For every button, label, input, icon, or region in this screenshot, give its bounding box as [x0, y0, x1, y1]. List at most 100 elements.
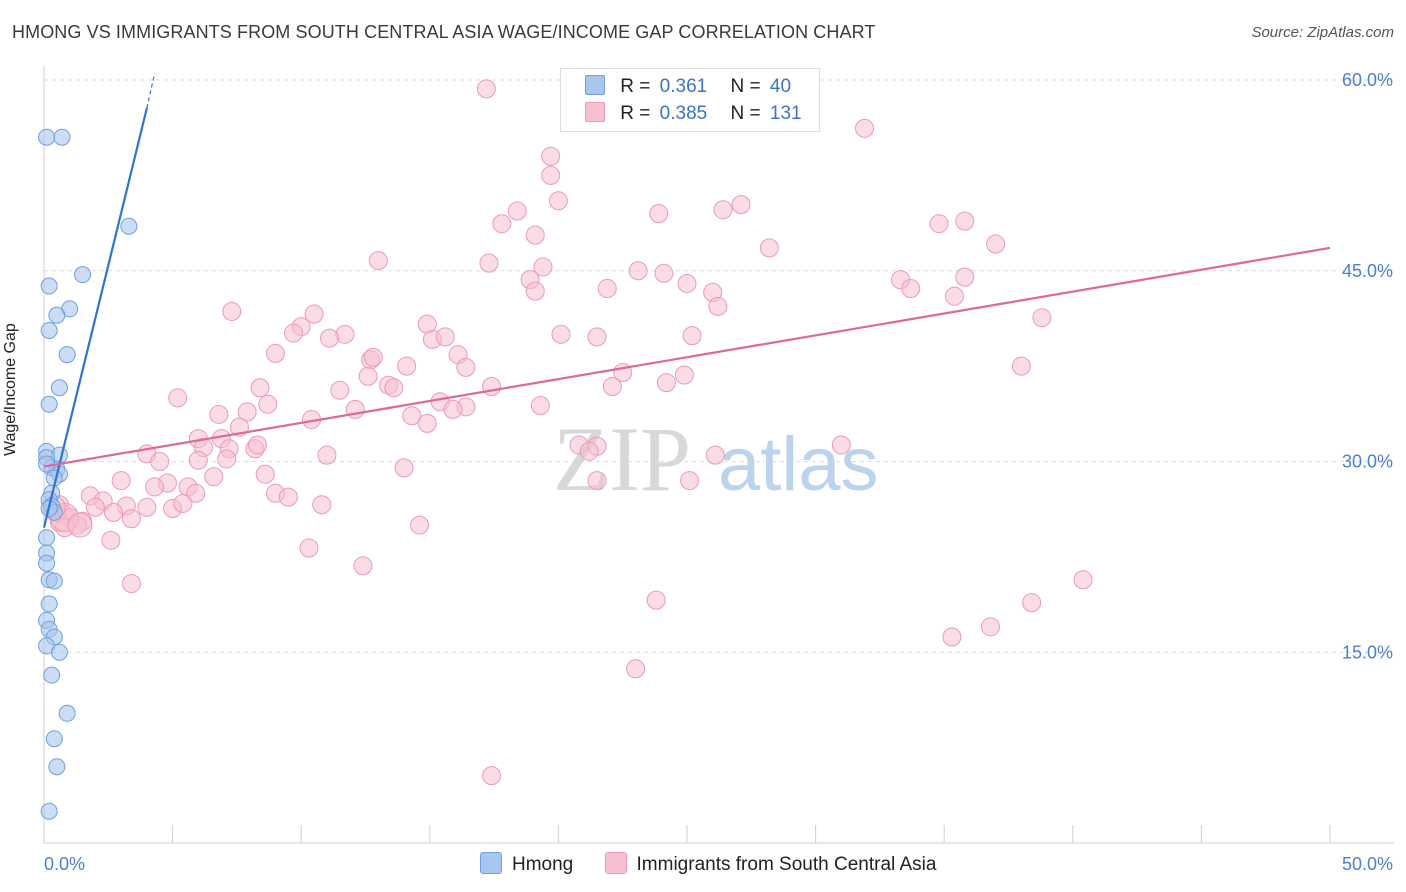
point-immigrants	[708, 296, 728, 316]
point-immigrants	[482, 766, 502, 786]
point-hmong	[38, 554, 56, 572]
point-immigrants	[654, 263, 674, 283]
point-immigrants	[397, 356, 417, 376]
point-immigrants	[317, 445, 337, 465]
point-immigrants	[283, 323, 303, 343]
point-immigrants	[587, 471, 607, 491]
point-hmong	[45, 730, 63, 748]
point-immigrants	[1011, 356, 1031, 376]
watermark-atlas: atlas	[718, 422, 879, 507]
point-immigrants	[222, 301, 242, 321]
point-immigrants	[680, 471, 700, 491]
y-tick-label: 15.0%	[1342, 642, 1393, 662]
point-immigrants	[831, 435, 851, 455]
point-hmong	[53, 128, 71, 146]
point-immigrants	[250, 378, 270, 398]
x-tick-label-max: 50.0%	[1342, 854, 1393, 874]
point-immigrants	[168, 388, 188, 408]
point-immigrants	[525, 225, 545, 245]
point-immigrants	[646, 590, 666, 610]
point-immigrants	[402, 406, 422, 426]
trendline-hmong	[42, 107, 148, 528]
point-immigrants	[312, 495, 332, 515]
hmong-n-label: N =	[730, 76, 761, 97]
trendline-immigrants	[43, 246, 1331, 468]
point-immigrants	[759, 238, 779, 258]
legend-immigrants-swatch	[604, 852, 627, 874]
point-immigrants	[304, 304, 324, 324]
point-immigrants	[955, 211, 975, 231]
point-immigrants	[299, 538, 319, 558]
point-immigrants	[541, 165, 561, 185]
point-immigrants	[525, 281, 545, 301]
legend-item-immigrants: Immigrants from South Central Asia	[604, 852, 937, 876]
point-immigrants	[713, 200, 733, 220]
x-tick-label-min: 0.0%	[44, 854, 85, 874]
point-hmong	[50, 643, 68, 661]
point-immigrants	[705, 445, 725, 465]
point-hmong	[48, 758, 66, 776]
watermark-zip: ZIP	[553, 408, 691, 510]
point-hmong	[120, 217, 138, 235]
point-immigrants	[363, 347, 383, 367]
point-immigrants	[188, 450, 208, 470]
y-tick-label: 30.0%	[1342, 452, 1393, 472]
point-immigrants	[121, 509, 141, 529]
point-immigrants	[258, 394, 278, 414]
point-immigrants	[980, 617, 1000, 637]
point-hmong	[38, 128, 56, 146]
point-immigrants	[101, 530, 121, 550]
point-immigrants	[1032, 308, 1052, 328]
point-immigrants	[137, 497, 157, 517]
point-immigrants-cluster	[67, 512, 93, 538]
point-immigrants	[394, 458, 414, 478]
point-hmong	[40, 595, 58, 613]
point-immigrants	[649, 204, 669, 224]
legend-immigrants-label: Immigrants from South Central Asia	[636, 854, 937, 875]
point-immigrants	[330, 380, 350, 400]
point-immigrants	[368, 251, 388, 271]
point-hmong	[40, 395, 58, 413]
point-immigrants	[942, 627, 962, 647]
point-immigrants	[237, 402, 257, 422]
watermark: ZIP atlas	[553, 408, 879, 510]
point-hmong	[40, 277, 58, 295]
point-immigrants	[955, 267, 975, 287]
tick-labels: 15.0% 30.0% 45.0% 60.0% 0.0% 50.0%	[44, 70, 1393, 874]
point-immigrants	[145, 477, 165, 497]
point-immigrants	[541, 146, 561, 166]
point-immigrants	[150, 452, 170, 471]
immigrants-n-label: N =	[730, 103, 761, 124]
point-immigrants	[579, 441, 599, 461]
point-immigrants	[551, 324, 571, 344]
immigrants-n-value: 131	[769, 103, 802, 124]
point-hmong	[50, 379, 68, 397]
point-hmong	[58, 704, 76, 722]
hmong-r-label: R =	[620, 76, 651, 97]
point-immigrants	[443, 399, 463, 419]
point-immigrants	[247, 435, 267, 455]
immigrants-r-value: 0.385	[659, 103, 708, 124]
point-immigrants	[901, 279, 921, 299]
point-immigrants	[435, 327, 455, 347]
chart-title: HMONG VS IMMIGRANTS FROM SOUTH CENTRAL A…	[12, 22, 876, 42]
y-tick-label: 60.0%	[1342, 70, 1393, 90]
point-immigrants	[384, 378, 404, 398]
point-hmong	[48, 306, 66, 324]
correlation-legend: R = 0.361 N = 40 R = 0.385 N = 131	[560, 68, 820, 132]
point-hmong	[40, 322, 58, 340]
point-immigrants	[278, 487, 298, 507]
point-immigrants	[944, 286, 964, 306]
series-legend: Hmong Immigrants from South Central Asia	[480, 852, 962, 876]
point-immigrants	[186, 483, 206, 503]
point-immigrants	[677, 273, 697, 293]
point-immigrants	[204, 467, 224, 487]
point-immigrants	[353, 556, 373, 576]
point-immigrants	[482, 376, 502, 396]
legend-hmong-label: Hmong	[512, 854, 574, 875]
point-hmong	[43, 666, 61, 684]
point-immigrants	[548, 191, 568, 211]
point-hmong	[40, 802, 58, 820]
gridlines	[44, 79, 1394, 653]
point-immigrants	[209, 404, 229, 424]
